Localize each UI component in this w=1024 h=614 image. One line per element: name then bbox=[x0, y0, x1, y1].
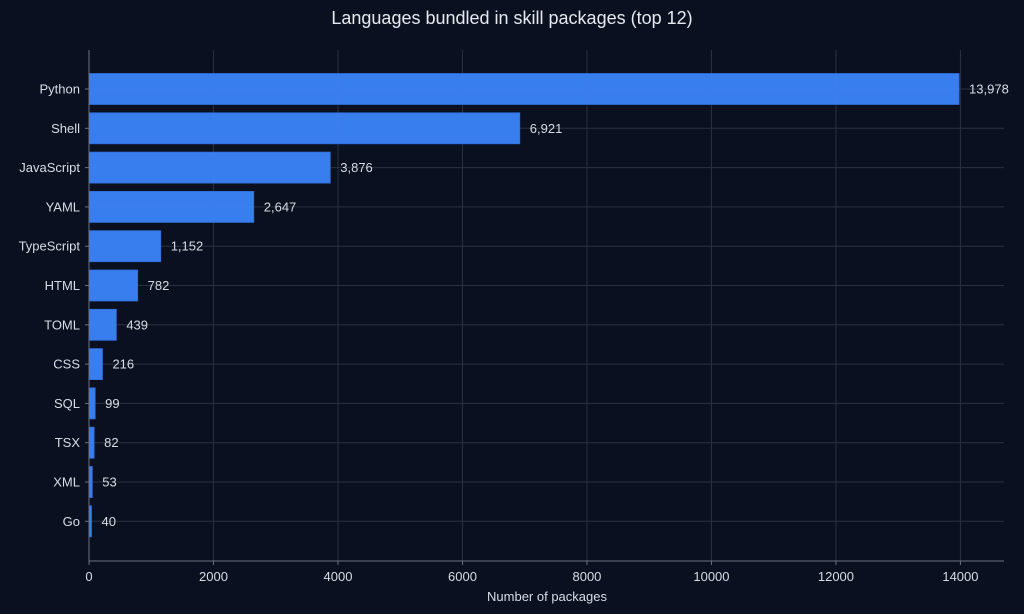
labels-layer: 0 2000 4000 6000 8000 10000 12000 14000 Python 13… bbox=[19, 82, 1009, 585]
category-label-typescript: TypeScript bbox=[19, 239, 81, 254]
x-tick-label: 10000 bbox=[693, 569, 729, 584]
value-label-shell: 6,921 bbox=[530, 121, 563, 136]
bar-tsx bbox=[88, 426, 95, 459]
bar-html bbox=[88, 269, 139, 302]
bar-toml bbox=[88, 308, 117, 341]
value-label-typescript: 1,152 bbox=[171, 239, 204, 254]
value-label-go: 40 bbox=[101, 514, 115, 529]
bar-shell bbox=[88, 112, 521, 145]
axis-layer bbox=[85, 50, 1004, 565]
x-tick-label: 6000 bbox=[448, 569, 477, 584]
x-axis-label: Number of packages bbox=[487, 589, 607, 604]
bars-layer bbox=[88, 73, 960, 538]
category-label-toml: TOML bbox=[44, 317, 80, 332]
bar-yaml bbox=[88, 190, 255, 223]
value-label-yaml: 2,647 bbox=[264, 199, 297, 214]
chart-title: Languages bundled in skill packages (top… bbox=[331, 8, 693, 28]
value-label-tsx: 82 bbox=[104, 435, 118, 450]
value-label-css: 216 bbox=[112, 357, 134, 372]
x-tick-label: 8000 bbox=[572, 569, 601, 584]
value-label-html: 782 bbox=[148, 278, 170, 293]
value-label-javascript: 3,876 bbox=[340, 160, 373, 175]
value-label-xml: 53 bbox=[102, 475, 116, 490]
category-label-go: Go bbox=[63, 514, 80, 529]
category-label-sql: SQL bbox=[54, 396, 80, 411]
bar-css bbox=[88, 348, 103, 381]
value-label-python: 13,978 bbox=[969, 82, 1009, 97]
value-label-toml: 439 bbox=[126, 317, 148, 332]
x-tick-label: 2000 bbox=[199, 569, 228, 584]
category-label-html: HTML bbox=[45, 278, 80, 293]
category-label-yaml: YAML bbox=[46, 199, 80, 214]
x-tick-label: 14000 bbox=[942, 569, 978, 584]
category-label-xml: XML bbox=[53, 475, 80, 490]
category-label-python: Python bbox=[40, 82, 80, 97]
bar-typescript bbox=[88, 230, 162, 263]
x-tick-label: 0 bbox=[85, 569, 92, 584]
category-label-javascript: JavaScript bbox=[19, 160, 80, 175]
value-label-sql: 99 bbox=[105, 396, 119, 411]
x-tick-label: 4000 bbox=[324, 569, 353, 584]
bar-sql bbox=[88, 387, 96, 420]
category-label-css: CSS bbox=[53, 357, 80, 372]
category-label-tsx: TSX bbox=[55, 435, 81, 450]
x-tick-label: 12000 bbox=[818, 569, 854, 584]
bar-javascript bbox=[88, 151, 331, 184]
bar-python bbox=[88, 73, 960, 105]
category-label-shell: Shell bbox=[51, 121, 80, 136]
